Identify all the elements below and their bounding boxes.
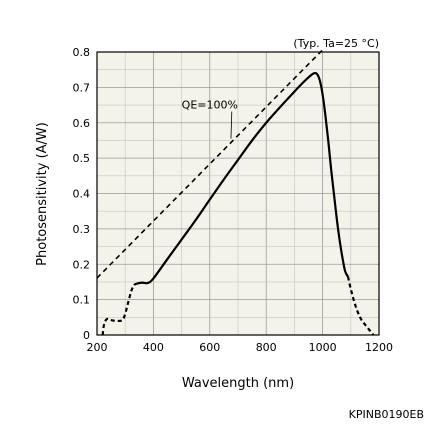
- photosensitivity-curve: [136, 71, 349, 285]
- tick-labels: 200 400 600 800 1000 1200 0 0.1 0.2 0.3 0.4 0.5 0.6 0…: [73, 46, 394, 354]
- y-tick-label: 0.5: [73, 152, 91, 165]
- y-axis-label: Photosensitivity (A/W): [35, 122, 50, 266]
- y-tick-label: 0.8: [73, 46, 91, 59]
- y-tick-label: 0.6: [73, 117, 91, 130]
- y-tick-label: 0.3: [73, 223, 91, 236]
- series-lines: [96, 49, 375, 336]
- y-tick-label: 0.4: [73, 188, 91, 201]
- x-axis-label: Wavelength (nm): [182, 376, 294, 391]
- y-tick-label: 0.1: [73, 294, 91, 307]
- y-tick-label: 0.7: [73, 81, 91, 94]
- qe-annotation-leader: [230, 111, 233, 139]
- condition-note: (Typ. Ta=25 °C): [293, 37, 379, 50]
- annotation-layer: QE=100%: [182, 99, 238, 139]
- grid: [97, 52, 379, 335]
- x-tick-label: 200: [87, 341, 108, 354]
- figure-code: KPINB0190EB: [349, 408, 424, 421]
- photosensitivity-curve-extrapolated: [101, 282, 138, 336]
- plot-frame: [96, 51, 380, 336]
- qe-annotation-label: QE=100%: [182, 99, 238, 112]
- x-tick-label: 400: [143, 341, 164, 354]
- y-tick-label: 0: [83, 329, 90, 342]
- x-tick-label: 1000: [309, 341, 337, 354]
- x-tick-label: 800: [256, 341, 277, 354]
- x-tick-label: 1200: [365, 341, 393, 354]
- y-tick-label: 0.2: [73, 258, 91, 271]
- x-tick-label: 600: [199, 341, 220, 354]
- photosensitivity-curve-extrapolated: [346, 276, 375, 336]
